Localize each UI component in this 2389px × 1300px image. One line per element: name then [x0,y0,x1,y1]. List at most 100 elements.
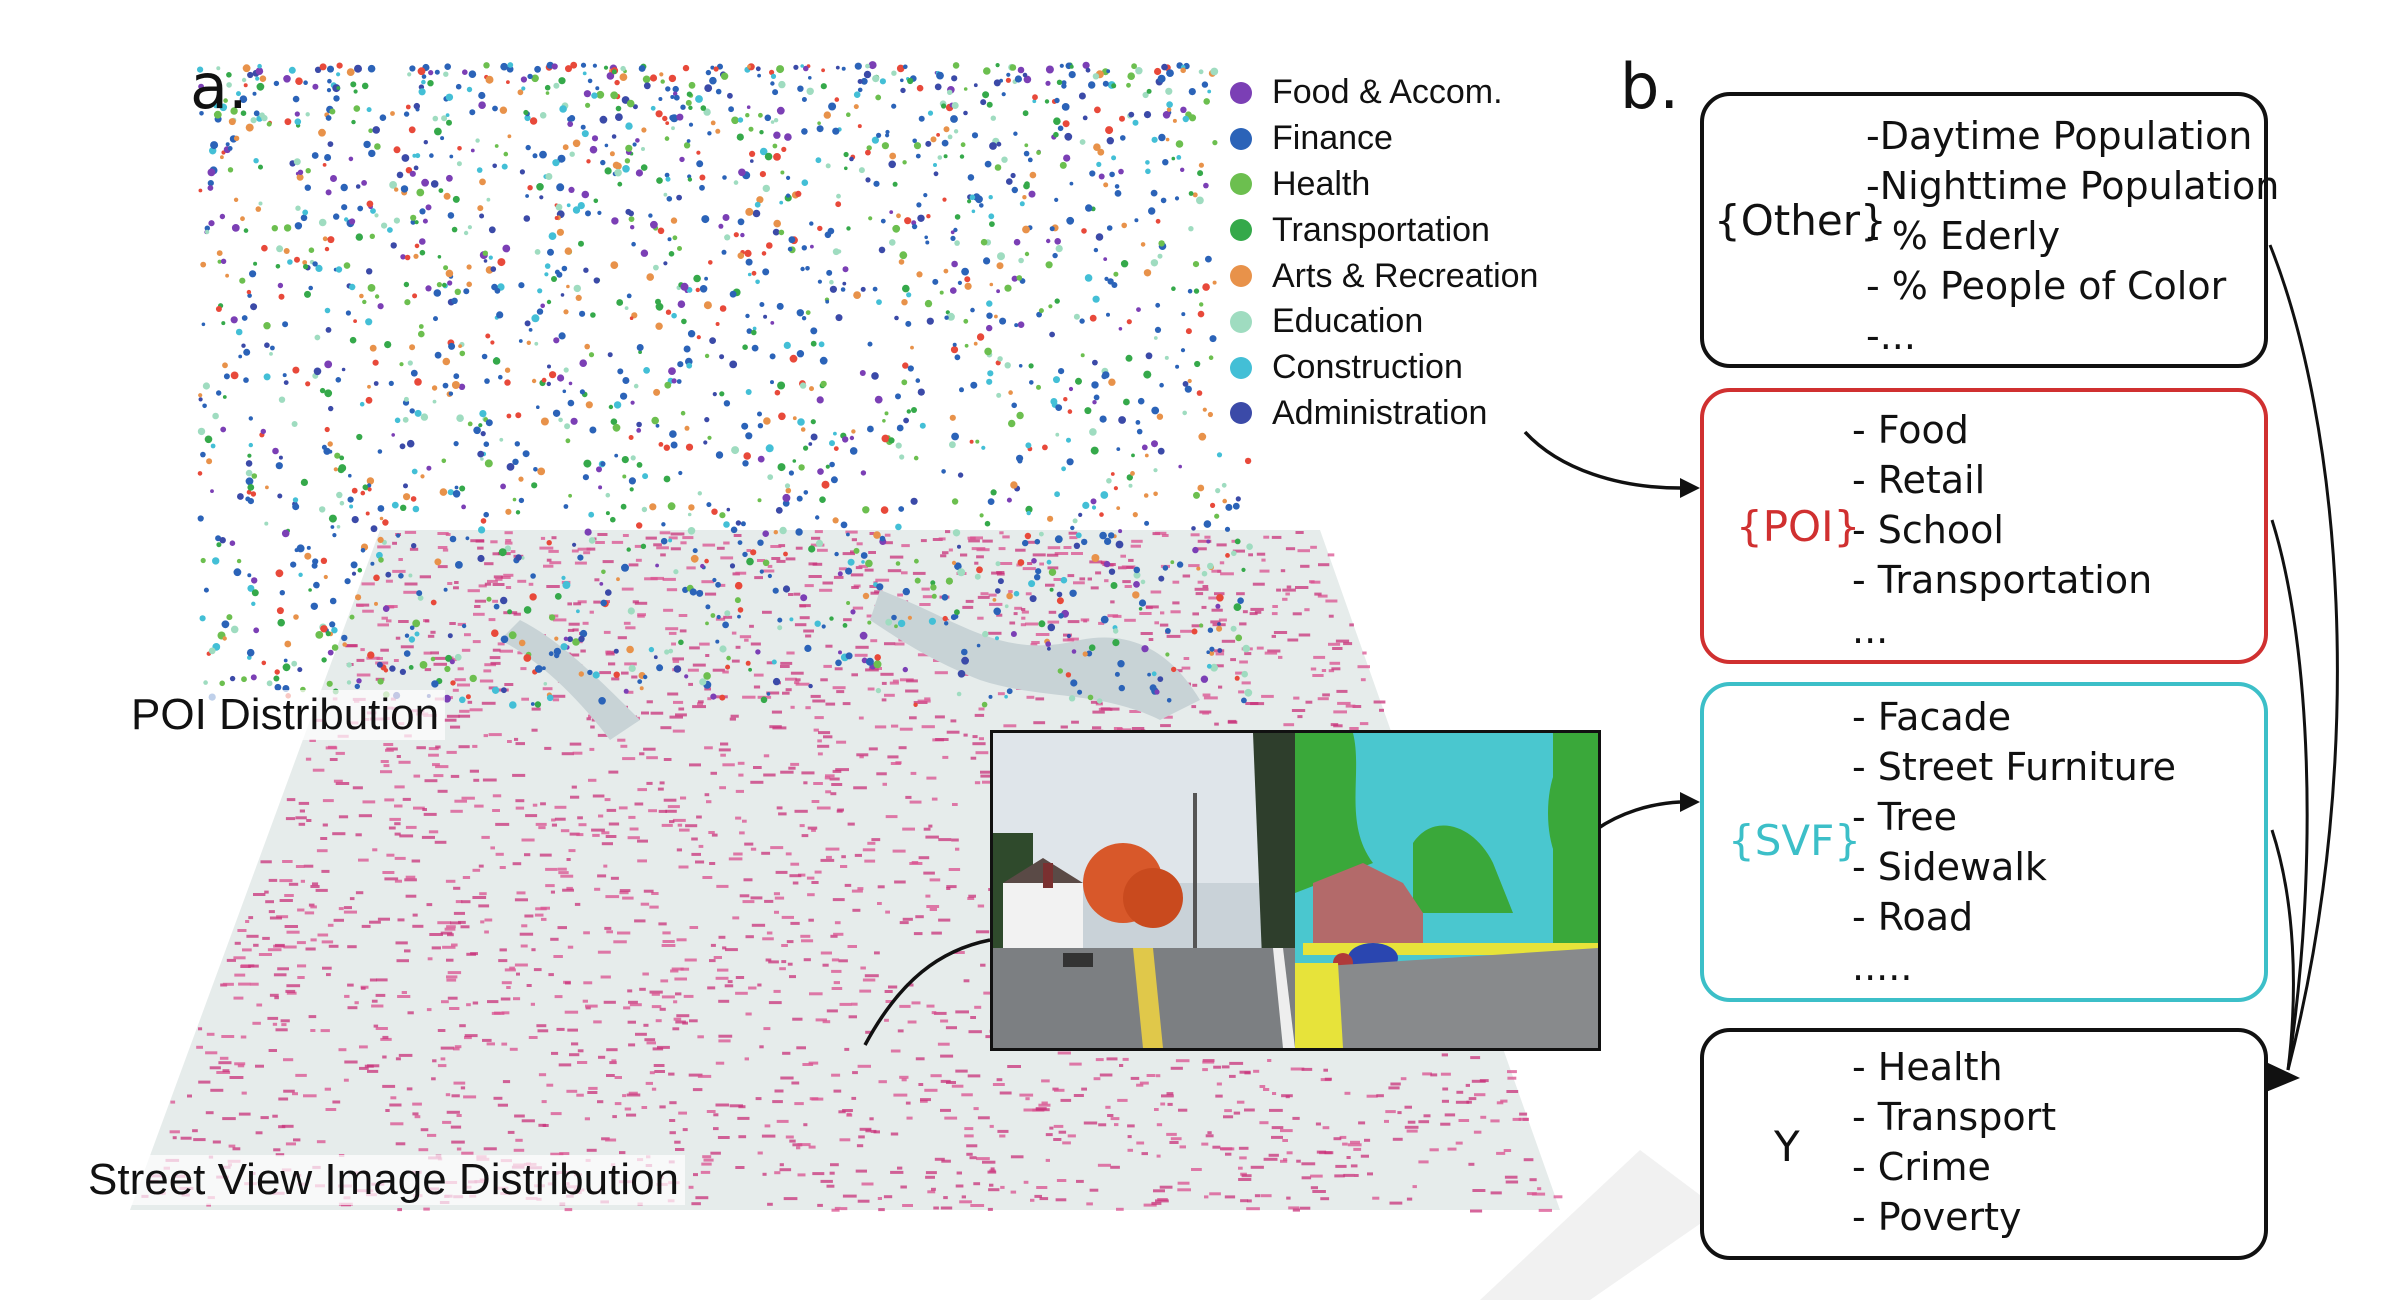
svi-mark [1036,1186,1048,1189]
svi-mark [459,1024,466,1028]
svi-mark [813,782,823,785]
poi-mark [1155,302,1161,308]
svi-mark [1232,549,1245,553]
poi-mark [394,187,399,192]
poi-mark [573,284,581,293]
svi-mark [1360,678,1366,682]
svi-mark [256,1003,263,1007]
poi-mark [305,112,310,117]
poi-mark [1102,371,1110,379]
poi-mark [548,651,554,657]
svi-mark [1256,552,1266,556]
svi-mark [366,656,380,660]
poi-mark [1027,157,1033,163]
svi-mark [412,1102,422,1106]
svi-mark [980,963,986,967]
svi-mark [1024,540,1038,544]
poi-mark [403,650,411,657]
svi-mark [1124,618,1136,622]
svi-mark [548,973,554,977]
svi-mark [1324,1151,1334,1155]
poi-mark [1024,532,1032,540]
svi-mark [938,838,952,842]
svi-mark [1292,1208,1300,1212]
svi-mark [1176,669,1183,673]
svi-mark [814,716,824,720]
poi-mark [202,403,207,409]
poi-mark [557,154,566,163]
svi-mark [521,697,529,701]
svi-mark [834,667,843,671]
svi-mark [444,718,457,722]
poi-mark [947,89,953,96]
svi-mark [865,668,879,672]
svi-mark [385,748,394,752]
svi-mark [1271,1135,1283,1139]
svi-mark [586,547,596,551]
poi-mark [957,568,966,577]
svi-mark [406,1087,413,1091]
poi-mark [451,226,458,233]
poi-mark [934,83,942,91]
poi-mark [277,493,283,499]
svi-mark [966,1152,973,1156]
svi-mark [779,1163,784,1167]
svi-mark [386,853,395,857]
poi-mark [703,440,708,445]
poi-mark [499,106,508,114]
poi-mark [534,341,539,346]
poi-mark [663,475,671,483]
poi-mark [600,599,607,607]
svi-mark [446,958,454,962]
svi-mark [1291,709,1306,712]
svi-mark [499,649,513,653]
poi-mark [764,152,773,161]
svi-mark [1009,621,1016,625]
poi-mark [524,320,531,327]
poi-scatter-layer [197,61,1253,709]
poi-mark [499,437,504,442]
svi-mark [1124,585,1132,588]
svi-mark [851,1096,857,1100]
poi-mark [1214,513,1220,519]
poi-mark [1130,471,1135,476]
poi-mark [636,428,642,433]
svi-mark [796,1046,806,1050]
svi-mark [825,774,835,778]
poi-mark [941,103,947,109]
svi-mark [464,1034,478,1038]
poi-mark [770,73,777,79]
svi-mark [1019,1093,1034,1097]
poi-mark [655,322,663,330]
poi-mark [336,525,341,529]
svi-mark [332,1100,341,1104]
svi-mark [1317,697,1329,701]
svi-mark [381,616,388,620]
poi-mark [1092,400,1097,405]
svi-mark [622,1094,627,1098]
svi-mark [245,920,250,923]
poi-mark [1090,498,1097,505]
poi-mark [227,146,233,151]
poi-mark [895,393,901,400]
poi-mark [367,487,372,492]
svi-mark [446,978,457,982]
svi-mark [901,1078,907,1082]
svi-mark [695,1196,709,1200]
poi-mark [745,113,750,118]
poi-mark [521,556,525,560]
svi-mark [597,733,612,737]
svi-mark [1350,1164,1358,1168]
poi-mark [341,367,346,372]
svi-mark [971,547,986,551]
poi-mark [876,299,882,305]
svi-mark [1216,1082,1222,1086]
poi-mark [572,206,581,214]
svi-mark [1045,1133,1053,1137]
poi-mark [755,649,761,655]
svi-mark [464,633,471,637]
svi-mark [691,837,698,841]
poi-mark [860,77,868,85]
svi-mark [467,589,480,593]
svi-mark [663,608,674,612]
